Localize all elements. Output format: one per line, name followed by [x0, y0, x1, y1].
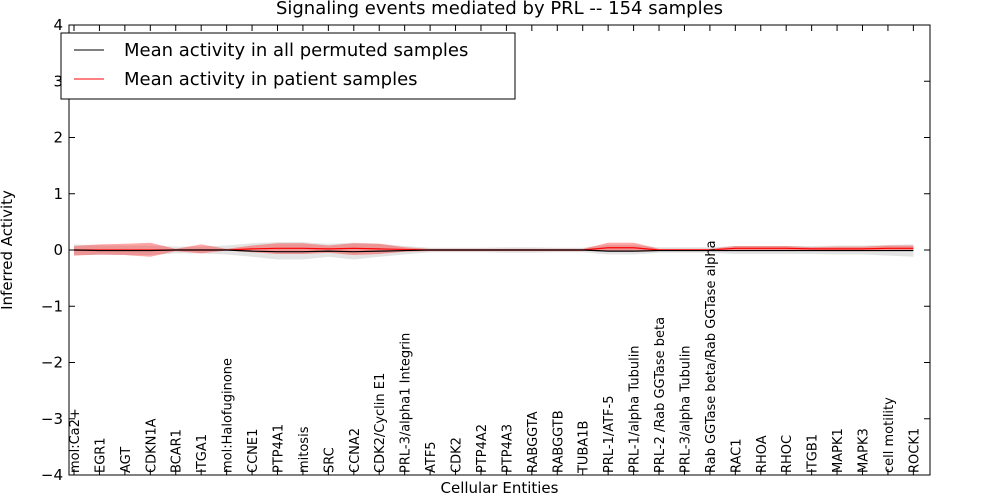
x-tick-label: RABGGTB [551, 410, 566, 473]
legend-label-permuted: Mean activity in all permuted samples [124, 40, 468, 61]
y-tick-label: −1 [41, 297, 63, 315]
x-tick-label: mitosis [297, 426, 312, 473]
x-tick-label: EGR1 [93, 437, 108, 473]
y-axis-label: Inferred Activity [0, 190, 16, 310]
x-tick-label: MAPK1 [831, 428, 846, 473]
legend: Mean activity in all permuted samples Me… [60, 32, 516, 100]
y-tick-label: −2 [41, 354, 63, 372]
y-tick-label: 0 [53, 241, 63, 259]
x-axis-ticks: mol:Ca2+ EGR1 AGT CDKN1A BCAR1 ITGA1 mol:Halof… [68, 25, 922, 475]
series-lines [73, 247, 914, 253]
x-tick-label: PTP4A2 [475, 424, 490, 473]
x-tick-label: ROCK1 [907, 428, 922, 473]
x-tick-label: ITGB1 [806, 434, 821, 473]
x-tick-label: CDK2 [450, 437, 465, 473]
chart-title: Signaling events mediated by PRL -- 154 … [276, 0, 723, 19]
y-tick-label: 3 [53, 72, 63, 90]
x-tick-label: PRL-3/alpha1 Integrin [399, 333, 414, 473]
line-permuted-mean [73, 249, 914, 253]
x-tick-label: RAC1 [729, 438, 744, 473]
x-tick-label: RHOC [780, 435, 795, 473]
legend-box [60, 32, 516, 100]
y-tick-label: −4 [41, 466, 63, 484]
x-tick-label: CDKN1A [144, 418, 159, 473]
y-tick-label: 1 [53, 185, 63, 203]
x-tick-label: PRL-2 /Rab GGTase beta [653, 317, 668, 473]
x-tick-label: RHOA [755, 435, 770, 473]
x-tick-label: ITGA1 [195, 434, 210, 473]
x-tick-label: CCNA2 [348, 428, 363, 473]
x-tick-label: ATF5 [424, 441, 439, 473]
legend-label-patient: Mean activity in patient samples [124, 69, 418, 90]
x-tick-label: PRL-1/alpha Tubulin [628, 345, 643, 473]
y-tick-label: 4 [53, 16, 63, 34]
x-tick-label: RABGGTA [526, 411, 541, 473]
x-tick-label: mol:Halofuginone [221, 358, 236, 473]
y-axis-ticks: −4 −3 −2 −1 0 1 2 3 4 [41, 16, 930, 484]
x-tick-label: mol:Ca2+ [68, 408, 83, 473]
x-tick-label: CDK2/Cyclin E1 [373, 373, 388, 473]
x-tick-label: cell motility [882, 397, 897, 473]
y-tick-label: −3 [41, 410, 63, 428]
x-tick-label: PRL-3/alpha Tubulin [678, 345, 693, 473]
x-tick-label: PTP4A1 [271, 424, 286, 473]
x-tick-label: AGT [119, 447, 134, 473]
x-tick-label: Rab GGTase beta/Rab GGTase alpha [704, 240, 719, 473]
x-tick-label: TUBA1B [577, 421, 592, 474]
x-tick-label: PRL-1/ATF-5 [602, 396, 617, 474]
band-permuted [74, 242, 914, 260]
x-tick-label: PTP4A3 [500, 424, 515, 473]
x-tick-label: MAPK3 [857, 428, 872, 473]
x-tick-label: SRC [322, 447, 337, 473]
y-tick-label: 2 [53, 129, 63, 147]
x-tick-label: BCAR1 [170, 429, 185, 473]
x-tick-label: CCNE1 [246, 429, 261, 473]
x-axis-label: Cellular Entities [441, 479, 559, 497]
